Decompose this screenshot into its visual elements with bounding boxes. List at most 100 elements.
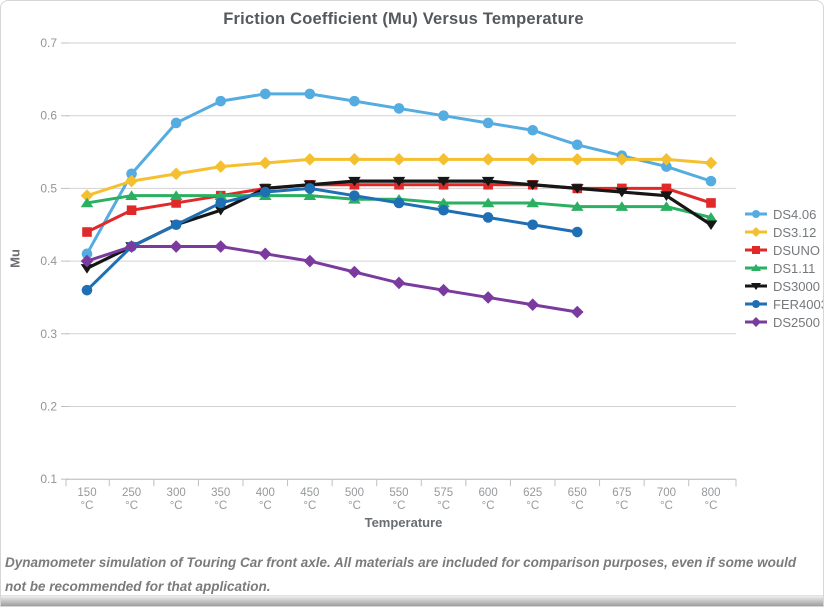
point-DS3.12-575[interactable] — [437, 153, 450, 166]
point-FER4003-450[interactable] — [304, 183, 316, 194]
point-DS2500-250[interactable] — [125, 240, 138, 253]
point-DS2500-600[interactable] — [481, 291, 495, 304]
point-DS3.12-300[interactable] — [169, 167, 183, 181]
point-DS2500-550[interactable] — [392, 276, 406, 290]
point-FER4003-600[interactable] — [482, 212, 494, 223]
legend-item-DSUNO[interactable]: DSUNO — [744, 241, 823, 259]
point-DS2500-575[interactable] — [437, 283, 450, 297]
y-tick-label-0.6: 0.6 — [40, 109, 57, 123]
point-DS4.06-625[interactable] — [527, 124, 539, 136]
legend-item-DS3.12[interactable]: DS3.12 — [744, 223, 823, 241]
point-DS1.11-150[interactable] — [80, 197, 94, 208]
legend-triangle_down-icon — [745, 283, 767, 290]
x-tick-unit-600: °C — [482, 500, 495, 512]
point-DSUNO-150[interactable] — [82, 227, 92, 237]
point-DS2500-500[interactable] — [348, 265, 361, 279]
x-tick-unit-250: °C — [125, 500, 138, 512]
point-DSUNO-800[interactable] — [706, 198, 716, 208]
point-DS3000-575[interactable] — [437, 176, 450, 187]
point-DS3000-500[interactable] — [348, 176, 361, 187]
point-DS4.06-800[interactable] — [705, 175, 717, 187]
point-DS4.06-700[interactable] — [661, 161, 672, 172]
point-DS3000-550[interactable] — [392, 176, 406, 187]
point-DS1.11-600[interactable] — [481, 197, 495, 208]
point-DS3.12-150[interactable] — [80, 189, 94, 202]
point-DS4.06-250[interactable] — [126, 168, 137, 180]
point-DS1.11-450[interactable] — [303, 190, 317, 200]
point-DS3000-625[interactable] — [526, 180, 540, 191]
point-FER4003-300[interactable] — [170, 219, 182, 231]
point-DS2500-650[interactable] — [570, 305, 584, 319]
legend-label: DSUNO — [773, 242, 820, 258]
point-DS3000-650[interactable] — [570, 184, 584, 194]
legend-item-DS2500[interactable]: DS2500 — [744, 313, 823, 331]
point-DS3.12-550[interactable] — [392, 153, 406, 166]
point-DS4.06-150[interactable] — [81, 248, 93, 260]
point-DS4.06-550[interactable] — [393, 103, 405, 114]
point-DS3.12-450[interactable] — [303, 153, 317, 166]
legend-item-DS3000[interactable]: DS3000 — [744, 277, 823, 295]
point-DS3.12-675[interactable] — [615, 153, 629, 166]
point-DS3000-150[interactable] — [80, 264, 94, 274]
point-DS1.11-575[interactable] — [437, 197, 450, 208]
legend-item-DS4.06[interactable]: DS4.06 — [744, 205, 823, 223]
point-FER4003-625[interactable] — [527, 219, 539, 231]
point-DSUNO-700[interactable] — [661, 183, 672, 194]
point-DS2500-625[interactable] — [526, 298, 540, 312]
point-DS4.06-575[interactable] — [438, 110, 449, 121]
legend-item-FER4003[interactable]: FER4003 — [744, 295, 823, 313]
point-DS1.11-675[interactable] — [615, 201, 629, 211]
point-FER4003-550[interactable] — [393, 197, 405, 209]
point-FER4003-575[interactable] — [438, 204, 449, 216]
x-tick-label-800: 800 — [701, 487, 720, 499]
point-DS3.12-625[interactable] — [526, 153, 540, 166]
point-DS2500-450[interactable] — [303, 254, 317, 268]
point-DS1.11-350[interactable] — [214, 190, 228, 200]
point-DS3.12-350[interactable] — [214, 160, 228, 173]
point-DS1.11-250[interactable] — [125, 190, 138, 200]
x-tick-unit-675: °C — [615, 500, 628, 512]
point-DS3000-350[interactable] — [214, 205, 228, 216]
point-DS3.12-400[interactable] — [258, 156, 272, 170]
point-FER4003-500[interactable] — [349, 190, 360, 201]
point-DS1.11-800[interactable] — [704, 212, 718, 222]
series-line-DS2500 — [85, 245, 579, 314]
point-DS3000-800[interactable] — [704, 220, 718, 231]
point-DS3000-700[interactable] — [660, 191, 673, 201]
point-DS2500-300[interactable] — [169, 240, 183, 253]
point-DS4.06-500[interactable] — [349, 95, 360, 107]
point-DS3000-600[interactable] — [481, 176, 495, 187]
point-DS3.12-800[interactable] — [704, 156, 718, 170]
point-DS3.12-250[interactable] — [125, 174, 138, 188]
point-FER4003-350[interactable] — [215, 197, 227, 209]
x-tick-unit-700: °C — [660, 500, 673, 512]
point-DS4.06-300[interactable] — [170, 117, 182, 129]
point-DSUNO-250[interactable] — [126, 205, 137, 216]
x-tick-unit-575: °C — [437, 500, 450, 512]
point-DS1.11-625[interactable] — [526, 197, 540, 208]
point-DS3.12-650[interactable] — [570, 153, 584, 166]
point-DS2500-350[interactable] — [214, 240, 228, 253]
point-DS2500-400[interactable] — [258, 247, 272, 261]
point-DS4.06-600[interactable] — [482, 117, 494, 129]
point-DS4.06-650[interactable] — [571, 139, 583, 151]
point-DSUNO-300[interactable] — [171, 198, 181, 208]
point-DS1.11-650[interactable] — [570, 201, 584, 211]
point-FER4003-150[interactable] — [81, 284, 93, 296]
point-FER4003-400[interactable] — [259, 186, 271, 198]
point-DS4.06-350[interactable] — [215, 95, 227, 107]
point-DS3000-675[interactable] — [615, 187, 629, 198]
legend-item-DS1.11[interactable]: DS1.11 — [744, 259, 823, 277]
point-DS4.06-400[interactable] — [259, 88, 271, 100]
point-DS3.12-600[interactable] — [481, 153, 495, 166]
point-DS2500-150[interactable] — [80, 254, 94, 268]
point-FER4003-650[interactable] — [571, 226, 583, 238]
point-DS3.12-700[interactable] — [660, 153, 673, 166]
x-tick-label-625: 625 — [523, 487, 542, 499]
y-tick-label-0.3: 0.3 — [40, 327, 57, 341]
point-DS4.06-450[interactable] — [304, 88, 316, 100]
point-DS1.11-700[interactable] — [660, 201, 673, 211]
point-DS3.12-500[interactable] — [348, 153, 361, 166]
chart-caption: Dynamometer simulation of Touring Car fr… — [5, 555, 797, 594]
point-DS1.11-300[interactable] — [169, 190, 183, 200]
